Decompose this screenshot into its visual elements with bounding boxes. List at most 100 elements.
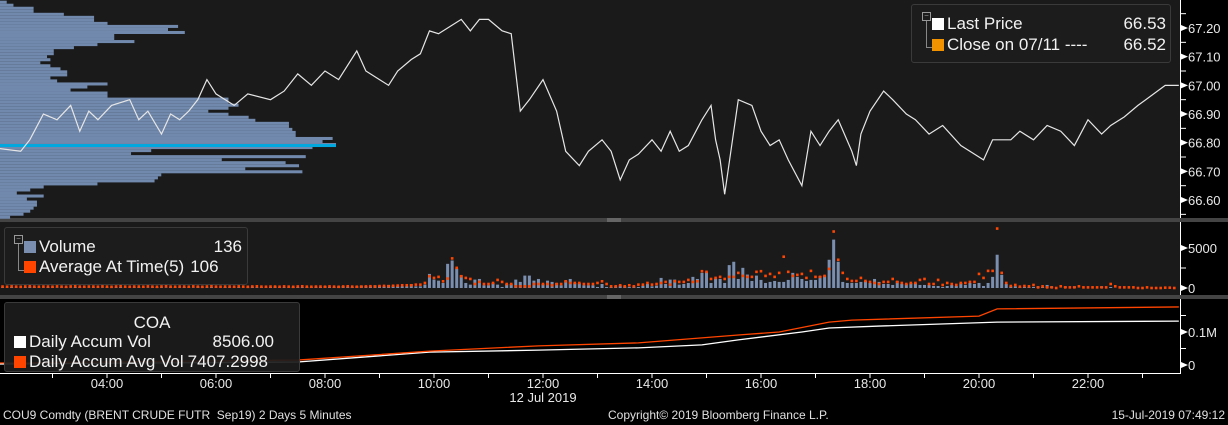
- profile-bar: [0, 206, 34, 210]
- average-dot: [836, 258, 840, 262]
- price-tick-label: 66.60: [1188, 193, 1221, 208]
- average-dot: [841, 271, 845, 275]
- average-dot: [282, 285, 286, 288]
- profile-bar: [0, 152, 132, 156]
- volume-bar: [773, 280, 777, 288]
- average-dot: [873, 281, 876, 285]
- average-dot: [137, 285, 141, 288]
- volume-bar: [650, 286, 654, 288]
- average-dot: [923, 277, 926, 281]
- average-dot: [264, 285, 268, 289]
- panel-separator[interactable]: [0, 295, 1228, 299]
- average-dot: [1127, 286, 1131, 289]
- average-dot: [487, 282, 490, 286]
- profile-bar: [0, 161, 286, 165]
- legend-item-accum-avg-vol[interactable]: Daily Accum Avg Vol 7407.2998: [14, 351, 299, 372]
- accum-vol-line: [0, 320, 1179, 365]
- resize-handle-icon[interactable]: [607, 295, 621, 299]
- profile-bar: [0, 109, 209, 113]
- legend-label: Volume: [39, 237, 96, 256]
- volume-bar: [541, 284, 545, 288]
- average-dot: [341, 285, 345, 288]
- average-dot: [1054, 286, 1058, 290]
- average-dot: [423, 281, 427, 285]
- average-dot: [505, 282, 508, 286]
- volume-bar: [918, 284, 922, 288]
- volume-bar: [932, 286, 936, 288]
- volume-bar: [818, 275, 822, 288]
- average-dot: [578, 281, 581, 285]
- tick-arrow-icon: [1181, 197, 1188, 204]
- average-dot: [995, 227, 999, 230]
- average-dot: [500, 280, 504, 284]
- average-dot: [196, 285, 200, 288]
- average-dot: [87, 285, 91, 288]
- profile-bar: [0, 124, 289, 128]
- panel-separator[interactable]: [0, 218, 1228, 222]
- legend-item-last-price[interactable]: Last Price 66.53: [932, 13, 1166, 34]
- profile-bar: [0, 64, 51, 68]
- minus-box-icon[interactable]: −: [14, 235, 23, 244]
- average-dot: [437, 275, 440, 279]
- profile-bar: [0, 30, 185, 34]
- profile-bar: [0, 130, 296, 134]
- average-dot: [441, 279, 445, 283]
- volume-bar: [509, 284, 513, 288]
- average-dot: [23, 285, 27, 288]
- resize-handle-icon[interactable]: [607, 218, 621, 222]
- volume-bar: [786, 279, 790, 288]
- profile-bar: [0, 58, 51, 62]
- volume-bar: [754, 275, 758, 288]
- minus-box-icon[interactable]: −: [922, 12, 931, 21]
- security-description: COU9 Comdty (BRENT CRUDE FUTR Sep19) 2 D…: [3, 408, 352, 422]
- average-dot: [1141, 286, 1144, 290]
- average-dot: [900, 281, 904, 285]
- profile-bar: [0, 9, 34, 13]
- legend-label: Last Price: [947, 14, 1023, 33]
- volume-bar: [682, 284, 686, 288]
- legend-item-average[interactable]: Average At Time(5) 106: [24, 256, 242, 277]
- tick-arrow-icon: [1181, 328, 1188, 335]
- swatch-icon: [932, 38, 944, 51]
- average-dot: [832, 230, 835, 233]
- volume-bar: [455, 268, 459, 288]
- tick-arrow-icon: [1181, 245, 1188, 251]
- average-dot: [260, 285, 263, 288]
- time-tick-label: 14:00: [636, 376, 669, 391]
- average-dot: [823, 274, 826, 278]
- volume-bar: [814, 279, 817, 288]
- price-tick-label: 66.70: [1188, 164, 1221, 179]
- volume-bar: [618, 285, 622, 288]
- volume-bar: [468, 284, 472, 288]
- legend-item-accum-vol[interactable]: Daily Accum Vol 8506.00: [14, 331, 274, 352]
- profile-bar: [0, 76, 51, 80]
- average-dot: [627, 283, 631, 287]
- profile-bar: [0, 209, 31, 213]
- legend-item-volume[interactable]: Volume 136: [24, 236, 242, 257]
- volume-bar: [518, 281, 522, 288]
- average-dot: [518, 285, 522, 288]
- average-dot: [1123, 286, 1126, 289]
- tick-arrow-icon: [1181, 168, 1188, 175]
- tick-arrow-icon: [1181, 285, 1188, 291]
- tick-arrow-icon: [1181, 139, 1188, 146]
- time-tick-label: 16:00: [745, 376, 778, 391]
- legend-item-close[interactable]: Close on 07/11 ---- 66.52: [932, 34, 1166, 55]
- average-dot: [632, 285, 636, 288]
- average-dot: [596, 281, 599, 285]
- average-dot: [768, 272, 772, 276]
- volume-bar: [800, 278, 804, 288]
- average-dot: [419, 283, 422, 286]
- volume-bar: [677, 284, 681, 288]
- average-dot: [19, 285, 23, 289]
- accum-avg-vol-line: [0, 306, 1179, 364]
- volume-bar: [886, 284, 890, 288]
- volume-bar: [514, 279, 518, 288]
- tick-arrow-icon: [1181, 111, 1188, 118]
- volume-bar: [496, 284, 500, 288]
- average-dot: [355, 285, 359, 289]
- profile-bar: [0, 155, 306, 159]
- profile-bar: [0, 115, 249, 119]
- volume-tick-label: 0: [1188, 281, 1195, 296]
- average-dot: [914, 281, 917, 285]
